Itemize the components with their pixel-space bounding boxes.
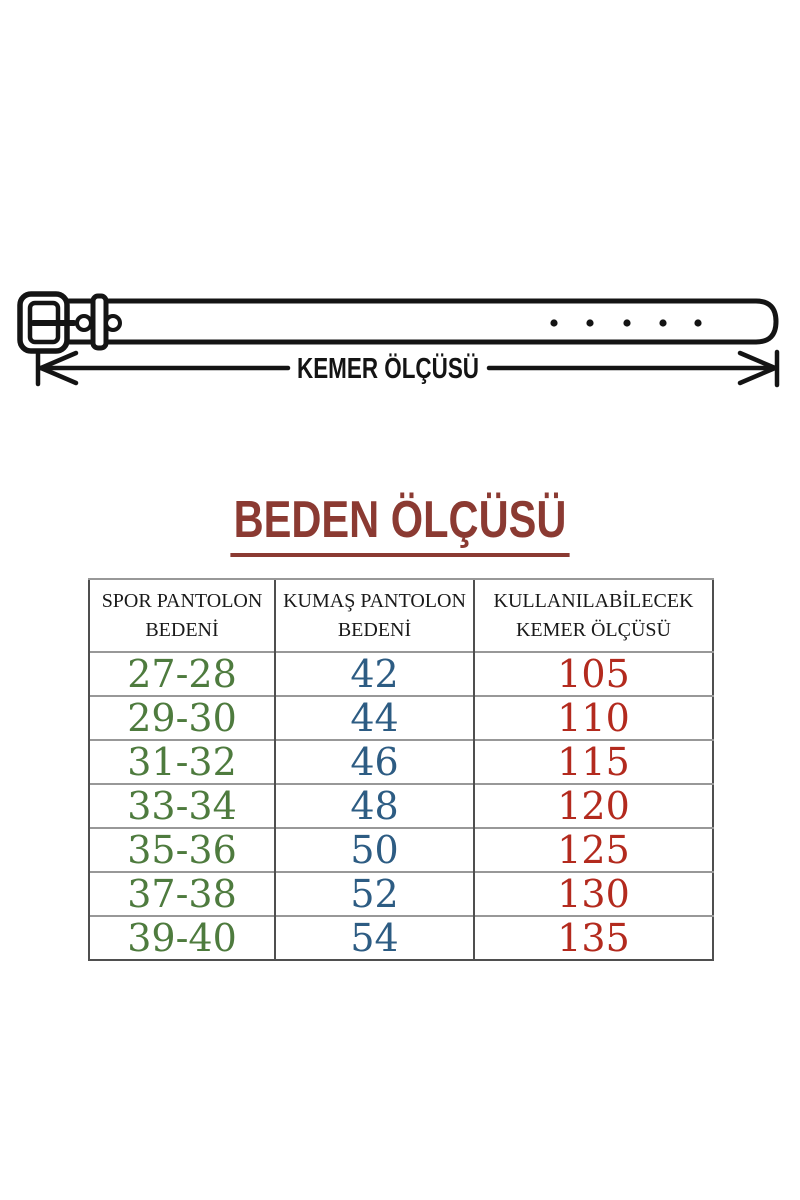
size-cell-kumas: 52 xyxy=(274,871,474,916)
belt-strap-icon xyxy=(57,298,779,345)
size-cell-kemer: 120 xyxy=(473,783,713,828)
size-cell-kumas: 48 xyxy=(274,783,474,828)
size-cell-kumas: 44 xyxy=(274,695,474,740)
col-header-kemer-olcusu: KULLANILABİLECEK KEMER ÖLÇÜSÜ xyxy=(473,578,713,652)
size-cell-kemer: 115 xyxy=(473,739,713,784)
table-row: 31-32 46 115 xyxy=(88,739,713,784)
size-cell-kumas: 42 xyxy=(274,651,474,696)
belt-keeper-icon xyxy=(90,293,109,351)
col-header-spor-pantolon: SPOR PANTOLON BEDENİ xyxy=(88,578,275,652)
size-cell-spor: 39-40 xyxy=(88,915,275,960)
size-cell-kemer: 135 xyxy=(473,915,713,960)
size-chart-title-row: BEDEN ÖLÇÜSÜ xyxy=(0,494,800,557)
belt-holes-icon xyxy=(550,319,702,327)
size-cell-spor: 29-30 xyxy=(88,695,275,740)
size-cell-spor: 37-38 xyxy=(88,871,275,916)
table-row: 33-34 48 120 xyxy=(88,783,713,828)
dimension-arrow-icon xyxy=(35,349,780,388)
table-row: 27-28 42 105 xyxy=(88,651,713,696)
belt-diagram: KEMER ÖLÇÜSÜ xyxy=(0,280,800,400)
size-cell-kumas: 50 xyxy=(274,827,474,872)
size-table-body: 27-28 42 105 29-30 44 110 31-32 46 115 33-34 48 120… xyxy=(88,651,713,960)
table-row: 39-40 54 135 xyxy=(88,915,713,960)
size-cell-spor: 27-28 xyxy=(88,651,275,696)
table-header-row: SPOR PANTOLON BEDENİ KUMAŞ PANTOLON BEDE… xyxy=(88,578,713,652)
belt-buckle-icon xyxy=(17,291,77,354)
size-cell-kemer: 130 xyxy=(473,871,713,916)
belt-dimension-label: KEMER ÖLÇÜSÜ xyxy=(297,352,479,385)
size-cell-kemer: 110 xyxy=(473,695,713,740)
table-row: 37-38 52 130 xyxy=(88,871,713,916)
size-cell-spor: 31-32 xyxy=(88,739,275,784)
size-cell-spor: 35-36 xyxy=(88,827,275,872)
belt-holes-near-buckle-icon xyxy=(75,314,122,332)
table-row: 29-30 44 110 xyxy=(88,695,713,740)
size-cell-kemer: 105 xyxy=(473,651,713,696)
size-cell-kumas: 46 xyxy=(274,739,474,784)
size-cell-kemer: 125 xyxy=(473,827,713,872)
table-row: 35-36 50 125 xyxy=(88,827,713,872)
size-cell-kumas: 54 xyxy=(274,915,474,960)
col-header-kumas-pantolon: KUMAŞ PANTOLON BEDENİ xyxy=(274,578,474,652)
page-title: BEDEN ÖLÇÜSÜ xyxy=(230,494,570,557)
size-cell-spor: 33-34 xyxy=(88,783,275,828)
size-table: SPOR PANTOLON BEDENİ KUMAŞ PANTOLON BEDE… xyxy=(88,578,714,961)
